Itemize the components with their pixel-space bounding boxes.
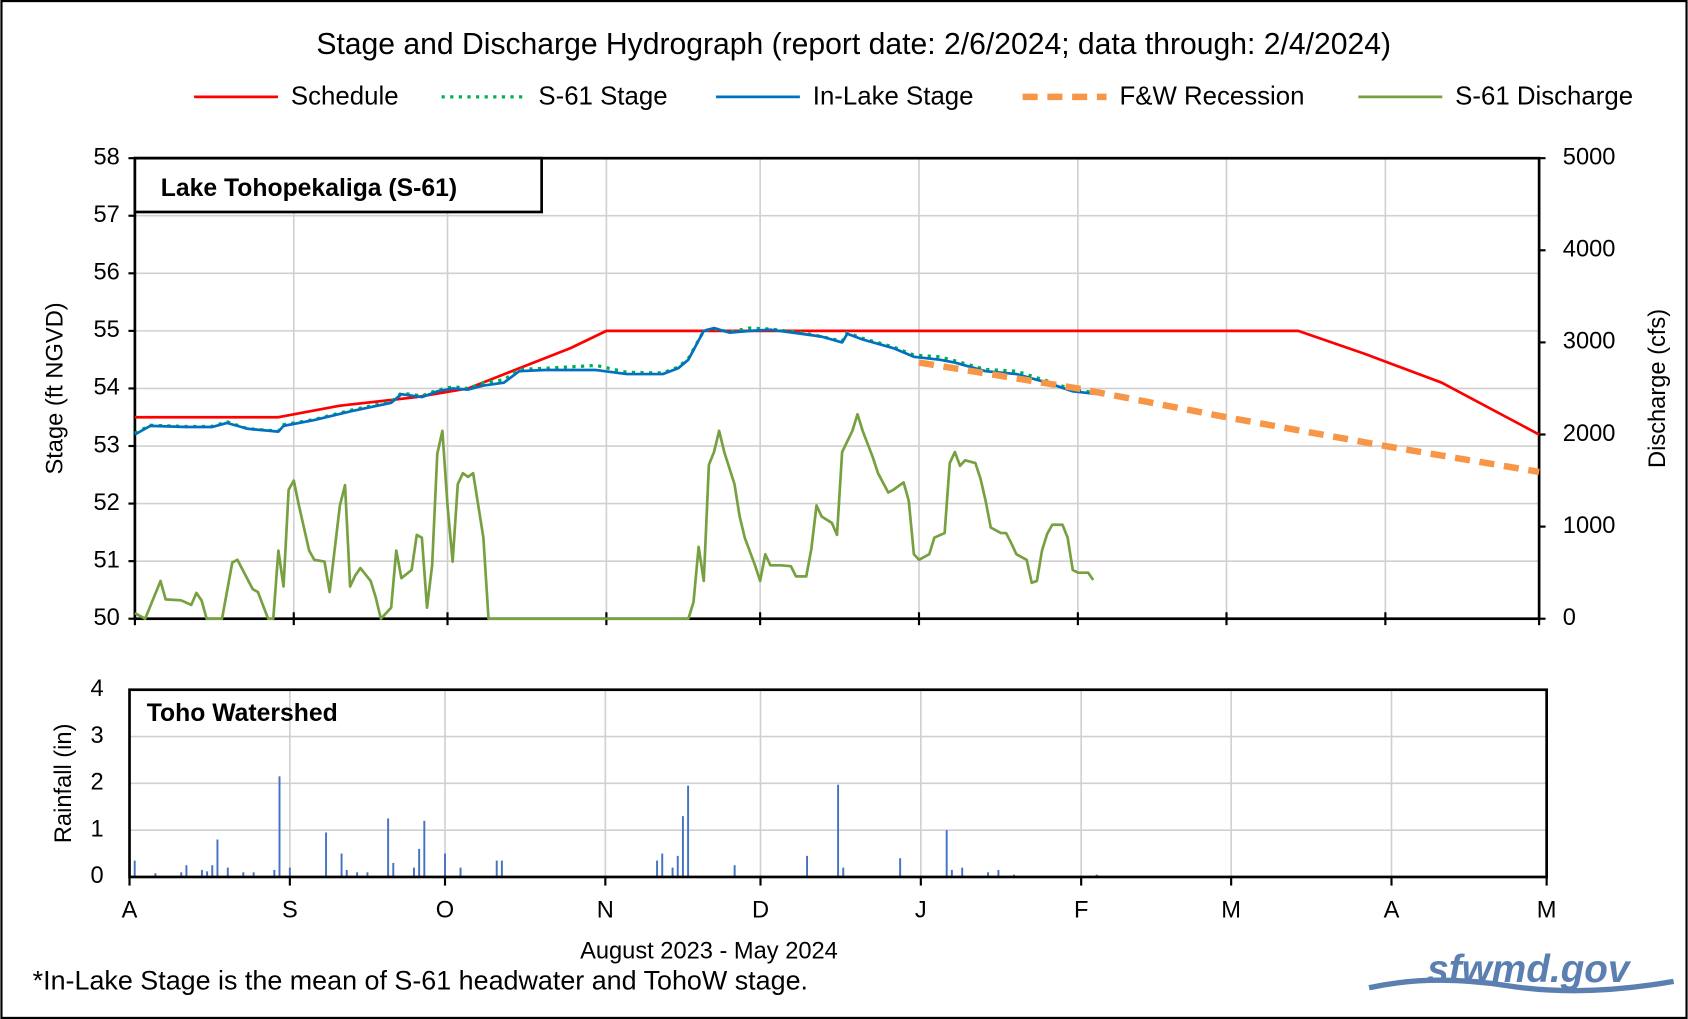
logo: sfwmd.gov (1427, 948, 1632, 991)
bar (459, 867, 462, 877)
legend-label: S-61 Stage (538, 83, 667, 111)
y2-tick-label: 1000 (1563, 513, 1616, 539)
y-tick-label: 3 (91, 723, 104, 749)
y2-axis-label: Discharge (cfs) (1645, 309, 1671, 468)
y2-tick-label: 3000 (1563, 329, 1616, 355)
bar (661, 853, 664, 877)
bar (278, 776, 281, 877)
bar (356, 872, 359, 877)
bar (495, 860, 498, 877)
chart-title: Stage and Discharge Hydrograph (report d… (316, 28, 1391, 61)
logo-wave (1368, 977, 1675, 994)
y-tick-label: 2 (91, 770, 104, 796)
y-tick-label: 55 (94, 317, 120, 343)
footnote: *In-Lake Stage is the mean of S-61 headw… (33, 966, 808, 996)
legend-label: Schedule (291, 83, 399, 111)
y-axis-label: Stage (ft NGVD) (43, 302, 69, 474)
panel-label: Lake Tohopekaliga (S-61) (161, 175, 457, 202)
x-tick-label: S (282, 898, 298, 924)
y-tick-label: 0 (91, 863, 104, 889)
x-axis-label: August 2023 - May 2024 (580, 939, 838, 965)
x-tick-label: A (122, 898, 138, 924)
y2-tick-label: 0 (1563, 605, 1576, 631)
bar (444, 853, 446, 877)
y-tick-label: 58 (94, 144, 120, 170)
plot-frame (128, 688, 1548, 879)
bar (899, 858, 902, 877)
y-axis-label: Rainfall (in) (51, 724, 77, 844)
x-tick-label: M (1537, 898, 1557, 924)
bar (997, 869, 1000, 877)
x-tick-label: J (915, 898, 927, 924)
legend-label: S-61 Discharge (1455, 83, 1633, 111)
bar (392, 862, 395, 877)
plot-frame (133, 156, 1541, 621)
bar (423, 820, 426, 877)
y2-tick-label: 4000 (1563, 237, 1616, 263)
series-line (134, 412, 1095, 621)
bar (733, 865, 736, 877)
y-tick-label: 57 (94, 202, 120, 228)
bar (837, 784, 840, 877)
x-tick-label: D (752, 898, 769, 924)
bar (242, 872, 245, 877)
x-tick-label: F (1074, 898, 1088, 924)
bar (325, 832, 328, 877)
bar (273, 869, 276, 877)
panel-label: Toho Watershed (147, 700, 338, 727)
bar (418, 848, 421, 877)
bar (413, 867, 415, 877)
y2-tick-label: 2000 (1563, 421, 1616, 447)
bar (671, 867, 674, 877)
y2-tick-label: 5000 (1563, 144, 1616, 170)
y-tick-label: 51 (94, 547, 120, 573)
bar (676, 855, 679, 877)
bar (681, 816, 684, 877)
bar (180, 872, 183, 877)
bar (687, 785, 690, 877)
series-line (134, 329, 1540, 436)
bar (226, 867, 229, 877)
y-tick-label: 53 (94, 432, 120, 458)
legend-label: F&W Recession (1119, 83, 1304, 111)
bar (340, 853, 343, 877)
y-tick-label: 54 (94, 375, 120, 401)
bar (211, 865, 214, 877)
bar (961, 867, 964, 877)
panel-label-box (133, 156, 543, 214)
bar (200, 869, 203, 877)
x-tick-label: O (436, 898, 454, 924)
bar (842, 867, 845, 877)
bar (950, 869, 953, 877)
y-tick-label: 56 (94, 260, 120, 286)
legend-label: In-Lake Stage (813, 83, 974, 111)
bar (387, 818, 390, 877)
series-line (134, 326, 1099, 436)
bar (366, 872, 369, 877)
y-tick-label: 4 (91, 676, 104, 702)
bar (216, 839, 219, 877)
bar (252, 872, 255, 877)
y-tick-label: 50 (94, 605, 120, 631)
x-tick-label: A (1384, 898, 1400, 924)
y-tick-label: 52 (94, 490, 120, 516)
bar (345, 869, 348, 877)
bar (185, 865, 188, 877)
bar (206, 871, 209, 877)
bar (987, 872, 990, 877)
bar (288, 867, 291, 877)
bar (945, 830, 948, 877)
series-line (918, 359, 1540, 476)
bar (133, 860, 136, 877)
x-tick-label: M (1221, 898, 1241, 924)
bar (500, 860, 503, 877)
bar (806, 855, 809, 877)
x-tick-label: N (597, 898, 614, 924)
y-tick-label: 1 (91, 816, 104, 842)
bar (656, 860, 659, 877)
bar (154, 873, 157, 877)
